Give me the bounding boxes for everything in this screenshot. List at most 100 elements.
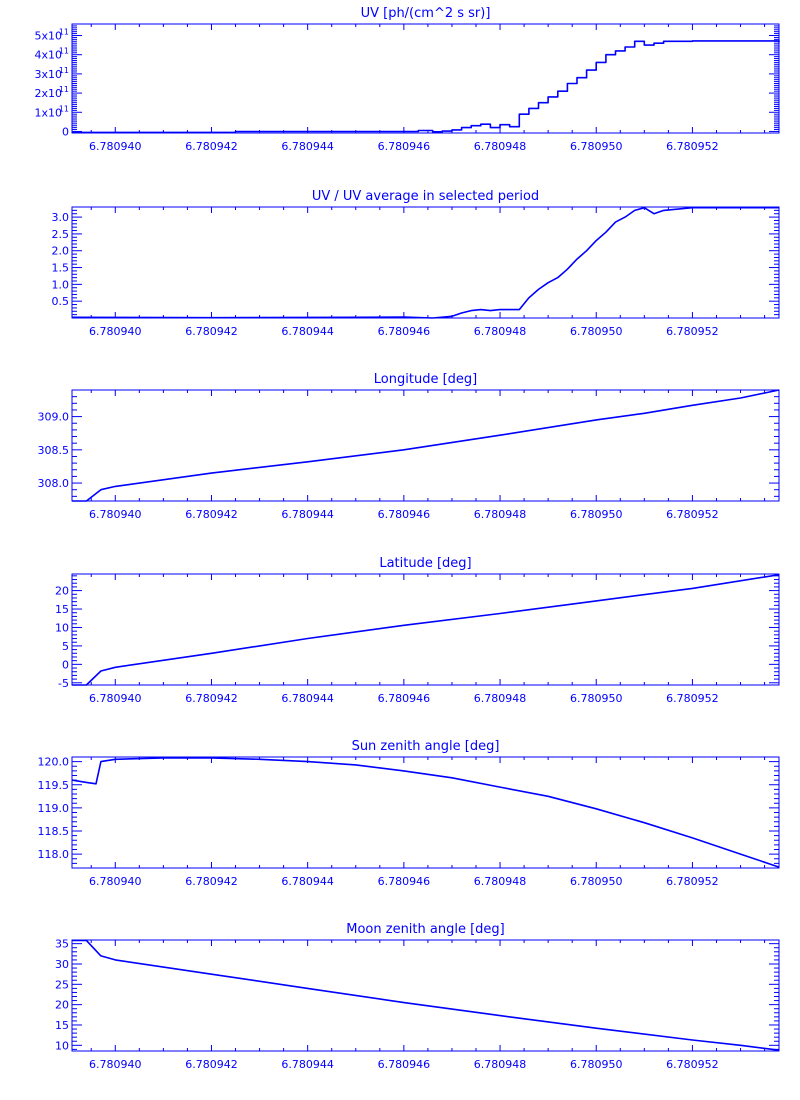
x-tick-label: 6.780946 bbox=[378, 140, 431, 153]
x-tick-label: 6.780946 bbox=[378, 1058, 431, 1071]
series-line-1 bbox=[72, 389, 780, 502]
x-tick-label: 6.780940 bbox=[89, 140, 142, 153]
series-line-1 bbox=[72, 40, 780, 134]
panel-3: Longitude [deg] 6.780940 6.780942 6.780944 6… bbox=[38, 372, 780, 521]
x-tick-label: 6.780940 bbox=[89, 1058, 142, 1071]
plot-frame bbox=[71, 939, 780, 1052]
y-tick-label: 308.5 bbox=[38, 444, 70, 457]
y-tick-label: 119.0 bbox=[38, 802, 70, 815]
series-line-1 bbox=[71, 206, 779, 319]
y-tick-label: 119.5 bbox=[38, 779, 70, 792]
y-tick-label: 35 bbox=[55, 938, 69, 951]
chart-title: UV / UV average in selected period bbox=[312, 189, 539, 204]
y-tick-exponent: 11 bbox=[59, 66, 69, 75]
panel-1: UV [ph/(cm^2 s sr)] 6.780940 6.780942 6.780… bbox=[34, 6, 780, 153]
y-tick-label: 1.5 bbox=[52, 262, 70, 275]
chart-title: Moon zenith angle [deg] bbox=[346, 922, 504, 937]
x-tick-label: 6.780952 bbox=[666, 692, 719, 705]
x-tick-label: 6.780948 bbox=[474, 1058, 527, 1071]
y-tick-exponent: 11 bbox=[59, 85, 69, 94]
y-tick-label: 3.0 bbox=[52, 211, 70, 224]
series-line-1 bbox=[71, 757, 780, 868]
x-tick-label: 6.780942 bbox=[185, 1058, 238, 1071]
y-tick-label: 5x10 bbox=[34, 30, 62, 43]
y-tick-exponent: 11 bbox=[59, 104, 69, 113]
plot-frame bbox=[71, 389, 780, 502]
y-tick-label: 120.0 bbox=[38, 756, 70, 769]
x-tick-label: 6.780942 bbox=[185, 140, 238, 153]
x-tick-label: 6.780946 bbox=[378, 875, 431, 888]
x-tick-label: 6.780942 bbox=[185, 875, 238, 888]
x-tick-label: 6.780942 bbox=[185, 325, 238, 338]
chart-title: Latitude [deg] bbox=[379, 556, 471, 571]
x-tick-label: 6.780940 bbox=[89, 875, 142, 888]
chart-title: Longitude [deg] bbox=[374, 372, 477, 387]
y-tick-label: 1.0 bbox=[52, 278, 70, 291]
x-tick-label: 6.780942 bbox=[185, 692, 238, 705]
y-tick-label: 15 bbox=[55, 1019, 69, 1032]
y-tick-label: 10 bbox=[55, 1039, 69, 1052]
chart-title: UV [ph/(cm^2 s sr)] bbox=[361, 6, 491, 21]
y-tick-label: 30 bbox=[55, 958, 69, 971]
x-tick-label: 6.780948 bbox=[474, 875, 527, 888]
x-tick-label: 6.780948 bbox=[474, 140, 527, 153]
x-tick-label: 6.780946 bbox=[378, 508, 431, 521]
x-tick-label: 6.780950 bbox=[570, 875, 623, 888]
y-tick-label: 25 bbox=[55, 978, 69, 991]
chart-title: Sun zenith angle [deg] bbox=[352, 739, 500, 754]
y-tick-label: 3x10 bbox=[34, 68, 62, 81]
x-tick-label: 6.780944 bbox=[281, 692, 334, 705]
y-tick-label: 308.0 bbox=[38, 477, 70, 490]
x-tick-label: 6.780952 bbox=[666, 140, 719, 153]
series-line-1 bbox=[72, 573, 780, 686]
y-tick-exponent: 11 bbox=[59, 28, 69, 37]
x-tick-label: 6.780950 bbox=[570, 1058, 623, 1071]
y-tick-label: 118.0 bbox=[38, 848, 70, 861]
y-tick-label: 10 bbox=[55, 621, 69, 634]
plot-frame bbox=[71, 23, 780, 134]
y-tick-label: 1x10 bbox=[34, 106, 62, 119]
y-tick-label: 2x10 bbox=[34, 87, 62, 100]
y-tick-label: 118.5 bbox=[38, 825, 70, 838]
x-tick-label: 6.780944 bbox=[281, 325, 334, 338]
y-tick-label: 15 bbox=[55, 603, 69, 616]
plot-frame bbox=[71, 206, 780, 319]
panel-4: Latitude [deg] 6.780940 6.780942 6.780944 6.… bbox=[55, 556, 780, 705]
x-tick-label: 6.780948 bbox=[474, 325, 527, 338]
y-tick-label: 5 bbox=[62, 640, 69, 653]
y-tick-label: -5 bbox=[58, 677, 69, 690]
panel-2: UV / UV average in selected period 6.7809… bbox=[52, 189, 780, 338]
x-tick-label: 6.780944 bbox=[281, 508, 334, 521]
y-tick-label: 0 bbox=[62, 658, 69, 671]
x-tick-label: 6.780940 bbox=[89, 325, 142, 338]
x-tick-label: 6.780950 bbox=[570, 508, 623, 521]
y-tick-label: 309.0 bbox=[38, 411, 70, 424]
x-tick-label: 6.780944 bbox=[281, 1058, 334, 1071]
x-tick-label: 6.780940 bbox=[89, 508, 142, 521]
y-tick-label: 0.5 bbox=[52, 295, 70, 308]
x-tick-label: 6.780942 bbox=[185, 508, 238, 521]
panel-5: Sun zenith angle [deg] 6.780940 6.780942 6.… bbox=[38, 739, 780, 888]
y-tick-label: 2.5 bbox=[52, 228, 70, 241]
x-tick-label: 6.780944 bbox=[281, 875, 334, 888]
x-tick-label: 6.780952 bbox=[666, 325, 719, 338]
panel-6: Moon zenith angle [deg] 6.780940 6.780942 6… bbox=[55, 922, 780, 1071]
x-tick-label: 6.780948 bbox=[474, 508, 527, 521]
x-tick-label: 6.780946 bbox=[378, 692, 431, 705]
x-tick-label: 6.780950 bbox=[570, 140, 623, 153]
series-line-1 bbox=[72, 939, 780, 1051]
x-tick-label: 6.780940 bbox=[89, 692, 142, 705]
y-tick-label: 20 bbox=[55, 585, 69, 598]
x-tick-label: 6.780952 bbox=[666, 508, 719, 521]
x-tick-label: 6.780952 bbox=[666, 875, 719, 888]
plot-frame bbox=[71, 573, 780, 686]
y-tick-label: 4x10 bbox=[34, 49, 62, 62]
x-tick-label: 6.780946 bbox=[378, 325, 431, 338]
y-tick-label: 0 bbox=[62, 125, 69, 138]
x-tick-label: 6.780952 bbox=[666, 1058, 719, 1071]
y-tick-exponent: 11 bbox=[59, 47, 69, 56]
x-tick-label: 6.780948 bbox=[474, 692, 527, 705]
y-tick-label: 20 bbox=[55, 999, 69, 1012]
x-tick-label: 6.780944 bbox=[281, 140, 334, 153]
